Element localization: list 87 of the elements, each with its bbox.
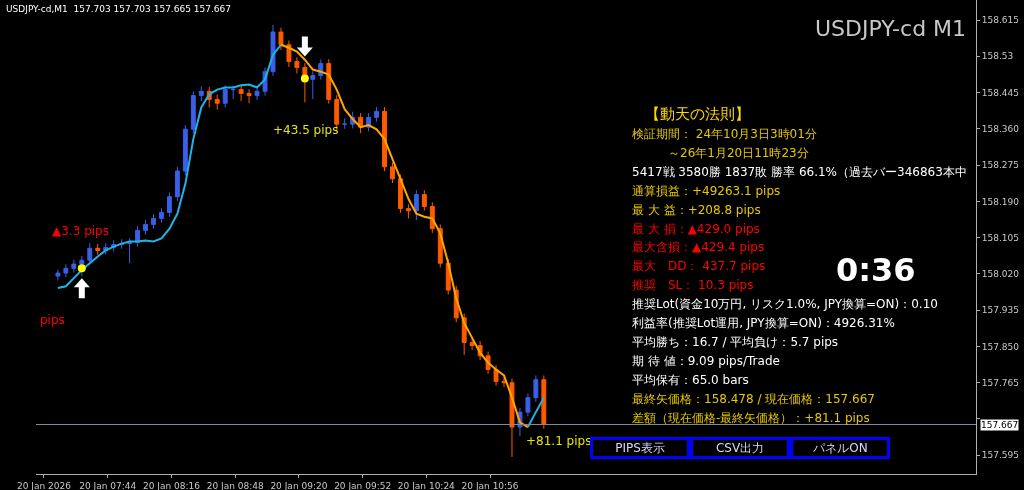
category-label: 利益率(推奨Lot運用, JPY換算=ON)：4926.31%	[632, 316, 895, 330]
candlestick	[143, 219, 148, 236]
category-label: PIPS表示	[615, 441, 665, 455]
category-label: 最大含損：▲429.4 pips	[632, 240, 765, 254]
candlestick	[55, 269, 61, 281]
category-label: パネルON	[812, 441, 868, 455]
annotation: +43.5 pips	[273, 123, 339, 137]
y-tick-label: 157.935	[981, 305, 1020, 316]
candlestick	[374, 106, 379, 123]
candlestick	[198, 85, 204, 102]
x-tick-label: 20 Jan 09:20	[270, 480, 328, 490]
candlestick	[525, 392, 531, 417]
category-label: 推奨 SL： 10.3 pips	[632, 278, 754, 292]
candlestick	[63, 263, 69, 278]
ref-line-label: 157.667	[981, 420, 1019, 430]
candlestick	[254, 85, 260, 101]
candlestick	[405, 203, 411, 219]
category-label: 平均勝ち：16.7 / 平均負け：5.7 pips	[632, 335, 839, 349]
candlestick	[358, 112, 364, 134]
candlestick	[174, 166, 180, 202]
category-label: 最 大 損：▲429.0 pips	[632, 222, 760, 236]
candlestick	[398, 174, 403, 214]
candlestick	[493, 364, 499, 387]
category-label: 最大 DD： 437.7 pips	[632, 259, 766, 273]
text: 【動天の法則】	[645, 105, 750, 123]
candlestick	[222, 84, 228, 109]
candlestick	[182, 124, 188, 176]
candlestick	[190, 90, 196, 135]
y-tick-label: 158.020	[981, 269, 1020, 280]
candlestick	[278, 27, 284, 51]
candlestick	[230, 84, 236, 100]
candlestick	[310, 70, 316, 100]
candlestick	[214, 94, 220, 111]
category-label: 期 待 値：9.09 pips/Trade	[632, 354, 780, 368]
candlestick	[127, 237, 133, 264]
candlestick	[501, 376, 507, 388]
annotation: pips	[40, 313, 65, 327]
category-label: CSV出力	[715, 441, 765, 455]
x-tick-label: 20 Jan 2026	[16, 480, 72, 490]
y-tick-label: 158.275	[981, 160, 1020, 171]
chart-subtitle: USDJPY-cd,M1 157.703 157.703 157.665 157.667	[6, 4, 231, 14]
candlestick	[413, 189, 419, 221]
x-tick-label: 20 Jan 09:52	[334, 480, 392, 490]
candlestick	[159, 207, 164, 224]
y-tick-label: 158.53	[981, 51, 1014, 62]
x-tick-label: 20 Jan 10:24	[397, 480, 456, 490]
candlestick	[342, 117, 348, 130]
candlestick	[390, 162, 395, 184]
category-label: 検証期間： 24年10月3日3時01分	[632, 127, 817, 141]
candlestick	[382, 106, 387, 172]
category-label: 最 大 益：+208.8 pips	[632, 203, 761, 217]
candlestick	[79, 255, 85, 277]
y-tick-label: 157.765	[981, 377, 1020, 388]
y-tick-label: 158.615	[981, 15, 1020, 26]
category-label: 最終矢価格：158.478 / 現在価格：157.667	[632, 392, 875, 406]
candlestick	[533, 374, 539, 403]
annotation: +81.1 pips	[526, 434, 592, 448]
y-tick-label: 158.445	[981, 87, 1020, 98]
annotation: ▲3.3 pips	[52, 224, 109, 238]
category-label: 通算損益：+49263.1 pips	[632, 184, 781, 198]
category-label: 推奨Lot(資金10万円, リスク1.0%, JPY換算=ON)：0.10	[632, 297, 938, 311]
y-tick-label: 158.360	[981, 124, 1020, 134]
candlestick	[95, 243, 101, 256]
candlestick	[71, 259, 77, 274]
x-tick-label: 20 Jan 07:44	[79, 480, 137, 490]
y-tick-label: 157.850	[981, 341, 1020, 352]
category-label: 平均保有：65.0 bars	[632, 373, 749, 387]
candlestick	[238, 84, 244, 102]
y-tick-label: 158.190	[981, 196, 1020, 207]
category-label: 差額（現在価格-最終矢価格）：+81.1 pips	[632, 411, 870, 425]
x-tick-label: 20 Jan 10:56	[461, 480, 519, 490]
candlestick	[541, 374, 547, 430]
y-tick-label: 158.105	[981, 232, 1020, 243]
category-label: ～26年1月20日11時23分	[632, 146, 809, 160]
candlestick	[166, 191, 172, 218]
x-tick-label: 20 Jan 08:48	[206, 480, 264, 490]
candlestick	[326, 58, 332, 105]
candlestick	[469, 337, 475, 351]
candlestick	[421, 189, 427, 212]
y-tick-label: 157.595	[981, 450, 1020, 461]
annotation: 0:36	[836, 251, 916, 289]
candlestick	[151, 213, 156, 230]
candlestick	[246, 88, 252, 104]
text: USDJPY-cd M1	[815, 16, 967, 41]
category-label: 5417戦 3580勝 1837敗 勝率 66.1%（過去バー346863本中	[632, 165, 967, 179]
candlestick	[294, 56, 300, 74]
x-tick-label: 20 Jan 08:16	[142, 480, 201, 490]
